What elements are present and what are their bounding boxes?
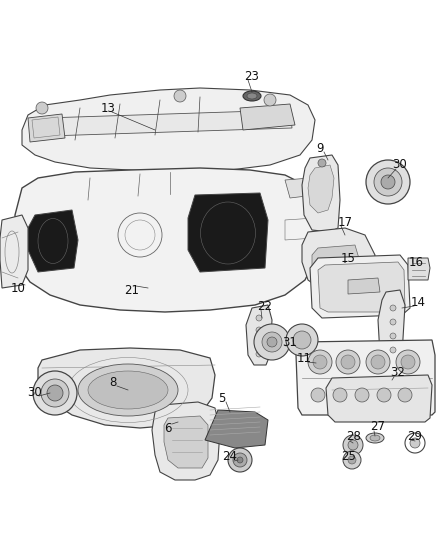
Ellipse shape xyxy=(88,371,168,409)
Circle shape xyxy=(256,339,262,345)
Polygon shape xyxy=(205,410,268,448)
Circle shape xyxy=(348,456,356,464)
Text: 31: 31 xyxy=(283,335,297,349)
Ellipse shape xyxy=(366,433,384,443)
Polygon shape xyxy=(308,165,334,213)
Circle shape xyxy=(286,324,318,356)
Polygon shape xyxy=(28,210,78,272)
Text: 32: 32 xyxy=(391,367,406,379)
Circle shape xyxy=(293,331,311,349)
Text: 8: 8 xyxy=(110,376,117,389)
Text: 30: 30 xyxy=(392,158,407,172)
Polygon shape xyxy=(15,168,318,312)
Text: 5: 5 xyxy=(218,392,226,405)
Polygon shape xyxy=(164,416,208,468)
Polygon shape xyxy=(240,104,295,130)
Circle shape xyxy=(233,453,247,467)
Polygon shape xyxy=(348,278,380,294)
Circle shape xyxy=(374,168,402,196)
Circle shape xyxy=(262,332,282,352)
Circle shape xyxy=(410,438,420,448)
Text: 9: 9 xyxy=(316,141,324,155)
Circle shape xyxy=(401,355,415,369)
Polygon shape xyxy=(312,245,360,278)
Circle shape xyxy=(267,337,277,347)
Circle shape xyxy=(41,379,69,407)
Circle shape xyxy=(308,350,332,374)
Circle shape xyxy=(336,350,360,374)
Polygon shape xyxy=(378,290,405,368)
Polygon shape xyxy=(38,348,215,428)
Polygon shape xyxy=(310,255,410,318)
Circle shape xyxy=(264,94,276,106)
Polygon shape xyxy=(318,262,405,312)
Circle shape xyxy=(396,350,420,374)
Text: 22: 22 xyxy=(258,300,272,312)
Polygon shape xyxy=(302,155,340,232)
Polygon shape xyxy=(302,228,375,292)
Polygon shape xyxy=(22,88,315,172)
Circle shape xyxy=(371,355,385,369)
Polygon shape xyxy=(296,340,435,415)
Polygon shape xyxy=(326,375,432,422)
Circle shape xyxy=(256,327,262,333)
Circle shape xyxy=(398,388,412,402)
Polygon shape xyxy=(45,110,292,136)
Circle shape xyxy=(343,435,363,455)
Circle shape xyxy=(366,350,390,374)
Circle shape xyxy=(333,388,347,402)
Circle shape xyxy=(237,457,243,463)
Ellipse shape xyxy=(247,93,257,99)
Ellipse shape xyxy=(243,91,261,101)
Text: 28: 28 xyxy=(346,431,361,443)
Circle shape xyxy=(174,90,186,102)
Circle shape xyxy=(254,324,290,360)
Text: 24: 24 xyxy=(223,450,237,464)
Polygon shape xyxy=(246,305,272,365)
Circle shape xyxy=(318,159,326,167)
Polygon shape xyxy=(28,114,65,142)
Polygon shape xyxy=(0,215,28,288)
Circle shape xyxy=(348,440,358,450)
Text: 11: 11 xyxy=(297,351,311,365)
Circle shape xyxy=(256,315,262,321)
Text: 10: 10 xyxy=(11,281,25,295)
Text: 15: 15 xyxy=(341,252,356,264)
Text: 17: 17 xyxy=(338,215,353,229)
Text: 27: 27 xyxy=(371,421,385,433)
Polygon shape xyxy=(152,402,220,480)
Ellipse shape xyxy=(78,364,178,416)
Text: 6: 6 xyxy=(164,422,172,434)
Text: 30: 30 xyxy=(28,385,42,399)
Text: 13: 13 xyxy=(101,101,116,115)
Circle shape xyxy=(366,160,410,204)
Circle shape xyxy=(355,388,369,402)
Circle shape xyxy=(381,175,395,189)
Polygon shape xyxy=(285,178,315,198)
Ellipse shape xyxy=(370,435,380,441)
Circle shape xyxy=(36,102,48,114)
Circle shape xyxy=(33,371,77,415)
Circle shape xyxy=(390,333,396,339)
Circle shape xyxy=(390,347,396,353)
Text: 23: 23 xyxy=(244,69,259,83)
Text: 25: 25 xyxy=(342,449,357,463)
Text: 29: 29 xyxy=(407,430,423,442)
Circle shape xyxy=(313,355,327,369)
Text: 14: 14 xyxy=(410,295,425,309)
Circle shape xyxy=(256,351,262,357)
Circle shape xyxy=(341,355,355,369)
Circle shape xyxy=(47,385,63,401)
Circle shape xyxy=(311,388,325,402)
Text: 21: 21 xyxy=(124,284,139,296)
Text: 16: 16 xyxy=(409,255,424,269)
Circle shape xyxy=(343,451,361,469)
Circle shape xyxy=(228,448,252,472)
Circle shape xyxy=(390,319,396,325)
Circle shape xyxy=(377,388,391,402)
Polygon shape xyxy=(408,258,430,280)
Circle shape xyxy=(390,305,396,311)
Polygon shape xyxy=(188,193,268,272)
